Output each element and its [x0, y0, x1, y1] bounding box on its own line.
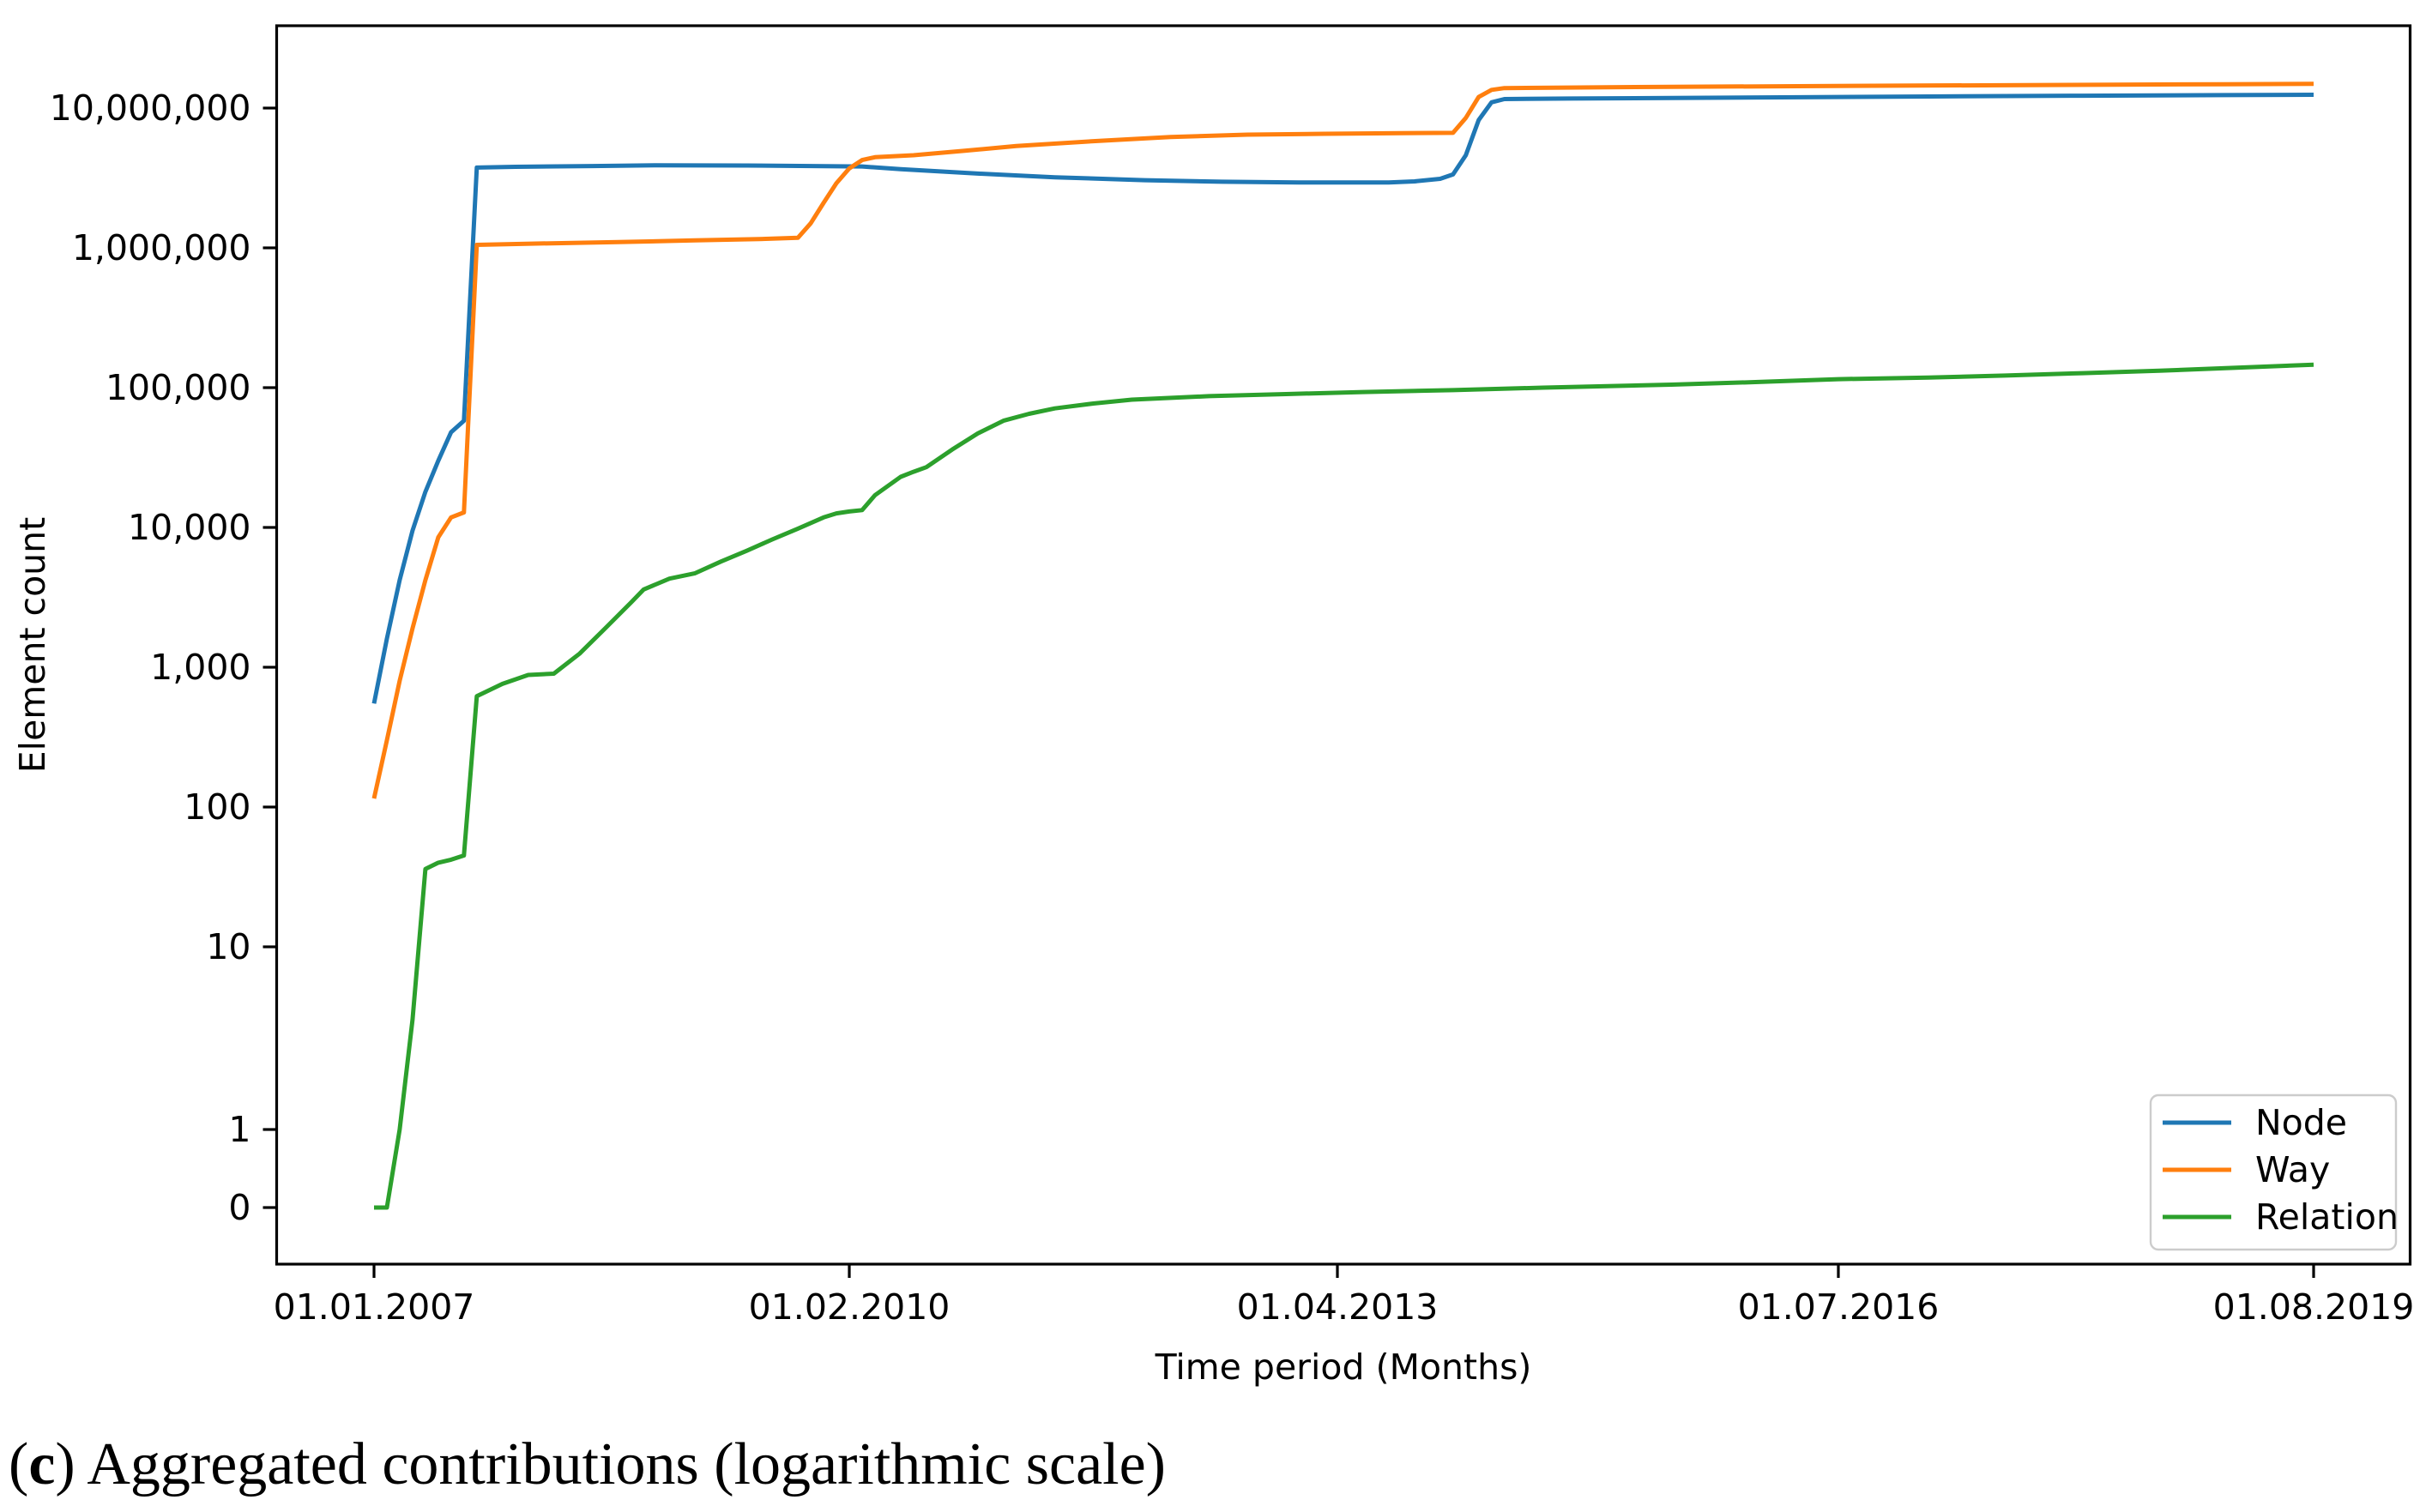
x-axis-tick-label: 01.04.2013	[1237, 1286, 1439, 1328]
legend-box	[2149, 1093, 2398, 1251]
caption-panel-letter: c	[28, 1431, 56, 1497]
y-axis-tick-label: 1,000	[150, 647, 250, 688]
series-line-relation	[374, 362, 2314, 1210]
y-axis-tick-label: 100,000	[106, 367, 251, 408]
chart-frame	[275, 24, 2412, 1266]
series-line-node	[371, 93, 2314, 704]
y-axis-tick-label: 0	[228, 1187, 250, 1228]
y-axis-tick-label: 10	[206, 926, 250, 967]
series-line-way	[371, 81, 2314, 799]
x-axis-tick-label: 01.02.2010	[749, 1286, 950, 1328]
figure-caption: (c) Aggregated contributions (logarithmi…	[9, 1431, 1166, 1499]
legend-entry-label-relation: Relation	[2255, 1196, 2399, 1238]
y-axis-tick-label: 1	[228, 1109, 250, 1150]
x-axis-tick-label: 01.01.2007	[274, 1286, 475, 1328]
y-axis-tick-label: 100	[184, 786, 250, 828]
caption-text: ) Aggregated contributions (logarithmic …	[55, 1431, 1166, 1497]
y-axis-tick-label: 10,000	[128, 507, 250, 548]
x-axis-tick-label: 01.07.2016	[1738, 1286, 1940, 1328]
legend-entry-label-way: Way	[2255, 1149, 2330, 1190]
y-axis-tick-label: 1,000,000	[72, 227, 251, 268]
x-axis-tick-label: 01.08.2019	[2213, 1286, 2415, 1328]
caption-paren: (	[9, 1431, 29, 1497]
y-axis-title: Element count	[12, 517, 53, 773]
y-axis-tick-label: 10,000,000	[50, 87, 251, 129]
legend-entry-label-node: Node	[2255, 1102, 2347, 1143]
x-axis-title: Time period (Months)	[1155, 1346, 1532, 1388]
